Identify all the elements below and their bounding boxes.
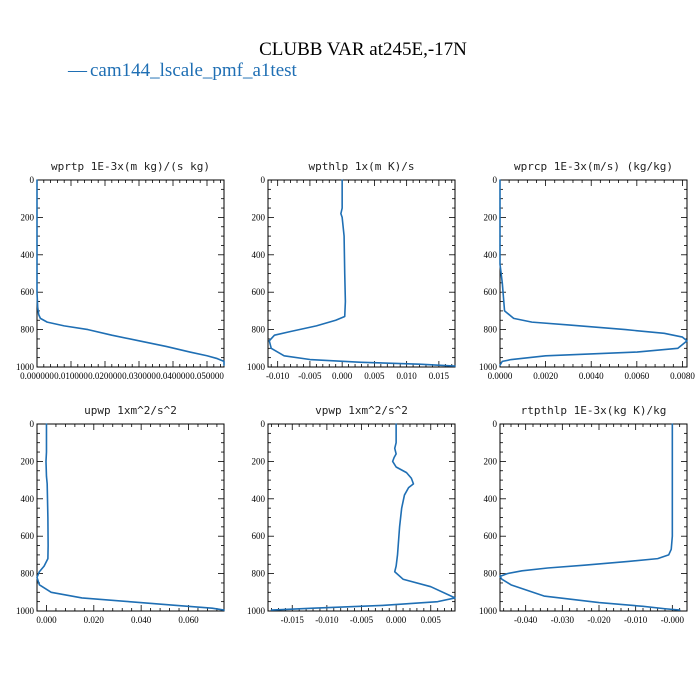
y-tick-label: 400 <box>252 494 266 504</box>
y-tick-label: 1000 <box>16 362 35 372</box>
y-tick-label: 200 <box>484 212 498 222</box>
x-tick-label: 0.020 <box>84 615 105 625</box>
y-tick-label: 0 <box>493 419 498 429</box>
subplot-title: vpwp 1xm^2/s^2 <box>315 404 408 417</box>
x-tick-label: -0.000 <box>661 615 685 625</box>
x-tick-label: -0.040 <box>514 615 538 625</box>
y-tick-label: 200 <box>252 212 266 222</box>
subplot-2: wpthlp 1x(m K)/s 0 200 400 600 800 1000-0.010-… <box>247 160 456 381</box>
series-line <box>36 179 225 366</box>
x-tick-label: -0.005 <box>350 615 374 625</box>
y-tick-label: 0 <box>30 175 35 185</box>
y-tick-label: 600 <box>252 287 266 297</box>
y-tick-label: 0 <box>493 175 498 185</box>
subplot-4: upwp 1xm^2/s^2 0 200 400 600 800 10000.000 0.02… <box>16 404 225 625</box>
x-tick-label: 0.010000 <box>54 371 88 381</box>
y-tick-label: 200 <box>252 456 266 466</box>
y-tick-label: 1000 <box>16 606 35 616</box>
x-tick-label: 0.005 <box>364 371 385 381</box>
x-tick-label: 0.0000 <box>488 371 513 381</box>
x-tick-label: 0.000 <box>36 615 57 625</box>
series-line <box>36 423 225 611</box>
series-line <box>270 423 456 611</box>
x-tick-label: 0.050000 <box>190 371 224 381</box>
y-tick-label: 800 <box>252 569 266 579</box>
x-tick-label: 0.015 <box>429 371 450 381</box>
y-tick-label: 600 <box>21 531 35 541</box>
x-tick-label: -0.010 <box>624 615 648 625</box>
x-tick-label: -0.010 <box>315 615 339 625</box>
y-tick-label: 800 <box>484 325 498 335</box>
plot-frame <box>267 423 456 612</box>
y-tick-label: 1000 <box>247 606 266 616</box>
plot-frame <box>267 179 456 368</box>
subplot-5: vpwp 1xm^2/s^2 0 200 400 600 800 1000 -0.015 -0.… <box>247 404 456 625</box>
plot-frame <box>499 423 688 612</box>
y-tick-label: 200 <box>21 456 35 466</box>
x-tick-label: 0.000000 <box>20 371 54 381</box>
x-tick-label: 0.010 <box>397 371 418 381</box>
x-tick-label: 0.060 <box>178 615 199 625</box>
x-tick-label: 0.0020 <box>533 371 558 381</box>
x-tick-label: 0.000 <box>386 615 407 625</box>
y-tick-label: 400 <box>21 250 35 260</box>
figure-title: CLUBB VAR at245E,-17N <box>259 39 467 60</box>
y-tick-label: 600 <box>252 531 266 541</box>
subplot-title: upwp 1xm^2/s^2 <box>84 404 177 417</box>
y-tick-label: 0 <box>261 175 266 185</box>
y-tick-label: 200 <box>21 212 35 222</box>
x-tick-label: -0.020 <box>587 615 611 625</box>
y-tick-label: 200 <box>484 456 498 466</box>
y-tick-label: 800 <box>252 325 266 335</box>
subplot-title: wprcp 1E-3x(m/s) (kg/kg) <box>514 160 673 173</box>
subplot-title: wpthlp 1x(m K)/s <box>309 160 415 173</box>
y-tick-label: 1000 <box>479 606 498 616</box>
plot-frame <box>499 179 688 368</box>
legend-line-marker: — <box>67 60 88 81</box>
y-tick-label: 0 <box>30 419 35 429</box>
series-line <box>268 179 456 367</box>
y-tick-label: 600 <box>484 531 498 541</box>
x-tick-label: 0.040 <box>131 615 152 625</box>
x-tick-label: 0.0080 <box>670 371 695 381</box>
subplot-3: wprcp 1E-3x(m/s) (kg/kg) 0 200 400 600 800 100… <box>479 160 695 381</box>
plot-frame <box>36 423 225 612</box>
y-tick-label: 800 <box>484 569 498 579</box>
series-line <box>499 179 688 366</box>
x-tick-label: -0.015 <box>281 615 305 625</box>
y-tick-label: 0 <box>261 419 266 429</box>
series-line <box>499 423 681 611</box>
x-tick-label: -0.005 <box>298 371 322 381</box>
x-tick-label: 0.040000 <box>156 371 190 381</box>
x-tick-label: 0.0040 <box>579 371 604 381</box>
y-tick-label: 400 <box>484 250 498 260</box>
x-tick-label: 0.030000 <box>122 371 156 381</box>
y-tick-label: 1000 <box>247 362 266 372</box>
subplot-title: rtpthlp 1E-3x(kg K)/kg <box>521 404 667 417</box>
y-tick-label: 400 <box>484 494 498 504</box>
y-tick-label: 800 <box>21 569 35 579</box>
x-tick-label: 0.000 <box>332 371 353 381</box>
x-tick-label: 0.005 <box>421 615 442 625</box>
y-tick-label: 1000 <box>479 362 498 372</box>
subplot-title: wprtp 1E-3x(m kg)/(s kg) <box>51 160 210 173</box>
y-tick-label: 400 <box>252 250 266 260</box>
x-tick-label: 0.020000 <box>88 371 122 381</box>
y-tick-label: 800 <box>21 325 35 335</box>
y-tick-label: 600 <box>484 287 498 297</box>
subplot-grid: wprtp 1E-3x(m kg)/(s kg) 0 200 400 600 800 100… <box>16 160 695 625</box>
legend: — cam144_lscale_pmf_a1test <box>67 60 298 81</box>
x-tick-label: -0.030 <box>551 615 575 625</box>
subplot-1: wprtp 1E-3x(m kg)/(s kg) 0 200 400 600 800 100… <box>16 160 225 381</box>
x-tick-label: -0.010 <box>266 371 290 381</box>
y-tick-label: 600 <box>21 287 35 297</box>
x-tick-label: 0.0060 <box>624 371 649 381</box>
y-tick-label: 400 <box>21 494 35 504</box>
subplot-6: rtpthlp 1E-3x(kg K)/kg 0 200 400 600 800 1000 -… <box>479 404 688 625</box>
legend-label: cam144_lscale_pmf_a1test <box>90 60 298 81</box>
